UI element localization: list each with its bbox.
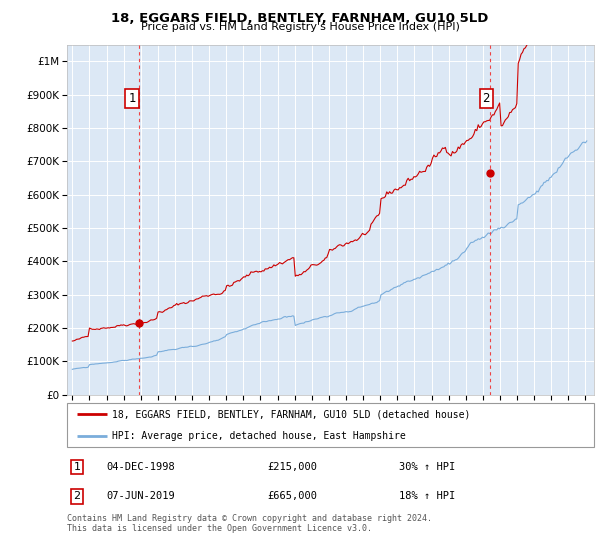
- Text: 18, EGGARS FIELD, BENTLEY, FARNHAM, GU10 5LD (detached house): 18, EGGARS FIELD, BENTLEY, FARNHAM, GU10…: [112, 409, 470, 419]
- Text: Contains HM Land Registry data © Crown copyright and database right 2024.
This d: Contains HM Land Registry data © Crown c…: [67, 514, 432, 534]
- Text: 18, EGGARS FIELD, BENTLEY, FARNHAM, GU10 5LD: 18, EGGARS FIELD, BENTLEY, FARNHAM, GU10…: [112, 12, 488, 25]
- Text: 04-DEC-1998: 04-DEC-1998: [107, 462, 175, 472]
- Text: 07-JUN-2019: 07-JUN-2019: [107, 491, 175, 501]
- Text: £215,000: £215,000: [268, 462, 317, 472]
- Text: 1: 1: [74, 462, 80, 472]
- Text: Price paid vs. HM Land Registry's House Price Index (HPI): Price paid vs. HM Land Registry's House …: [140, 22, 460, 32]
- Text: 1: 1: [128, 92, 136, 105]
- FancyBboxPatch shape: [67, 403, 594, 447]
- Text: £665,000: £665,000: [268, 491, 317, 501]
- Text: 2: 2: [482, 92, 490, 105]
- Text: HPI: Average price, detached house, East Hampshire: HPI: Average price, detached house, East…: [112, 431, 406, 441]
- Text: 18% ↑ HPI: 18% ↑ HPI: [399, 491, 455, 501]
- Text: 2: 2: [74, 491, 80, 501]
- Text: 30% ↑ HPI: 30% ↑ HPI: [399, 462, 455, 472]
